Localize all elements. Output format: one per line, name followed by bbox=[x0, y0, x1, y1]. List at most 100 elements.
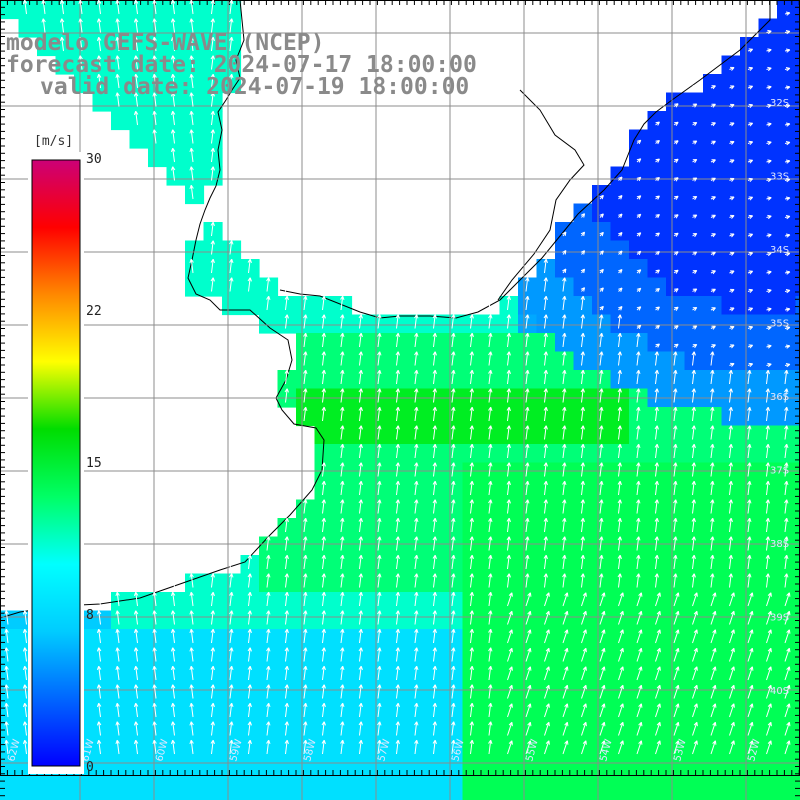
speed-cell bbox=[592, 499, 612, 519]
wind-arrow bbox=[784, 647, 791, 662]
speed-cell bbox=[129, 777, 149, 797]
wind-arrow bbox=[469, 369, 474, 385]
wind-arrow bbox=[655, 251, 660, 256]
wind-arrow bbox=[543, 554, 548, 570]
wind-arrow bbox=[784, 67, 791, 72]
wind-arrow bbox=[617, 332, 622, 348]
wind-arrow bbox=[395, 665, 400, 681]
speed-cell bbox=[444, 314, 464, 334]
speed-cell bbox=[333, 425, 353, 445]
speed-cell bbox=[684, 129, 704, 149]
speed-cell bbox=[481, 795, 501, 800]
wind-arrow bbox=[189, 665, 194, 681]
wind-arrow bbox=[414, 536, 419, 551]
speed-cell bbox=[388, 592, 408, 612]
wind-arrow bbox=[525, 277, 530, 292]
speed-cell bbox=[203, 629, 223, 649]
wind-arrow bbox=[562, 480, 567, 496]
speed-cell bbox=[555, 407, 575, 427]
wind-arrow bbox=[673, 288, 679, 293]
wind-arrow bbox=[96, 702, 102, 718]
wind-arrow bbox=[321, 480, 326, 496]
wind-arrow bbox=[321, 406, 326, 422]
speed-cell bbox=[185, 777, 205, 797]
wind-arrow bbox=[170, 647, 176, 662]
wind-arrow bbox=[488, 295, 493, 311]
wind-arrow bbox=[247, 739, 252, 755]
wind-arrow bbox=[692, 251, 698, 256]
wind-arrow bbox=[543, 369, 548, 385]
speed-cell bbox=[481, 610, 501, 630]
wind-arrow bbox=[507, 666, 513, 681]
wind-arrow bbox=[692, 214, 698, 219]
wind-arrow bbox=[636, 306, 642, 311]
speed-cell bbox=[462, 536, 482, 556]
speed-cell bbox=[777, 481, 797, 501]
wind-arrow bbox=[451, 610, 456, 625]
speed-cell bbox=[629, 296, 649, 316]
wind-arrow bbox=[766, 251, 772, 257]
speed-cell bbox=[758, 407, 778, 427]
wind-arrow bbox=[395, 610, 400, 625]
wind-arrow bbox=[395, 388, 400, 403]
speed-cell bbox=[703, 314, 723, 334]
speed-cell bbox=[407, 444, 427, 464]
wind-arrow bbox=[133, 665, 139, 681]
speed-cell bbox=[333, 666, 353, 686]
wind-arrow bbox=[562, 740, 569, 755]
wind-arrow bbox=[766, 647, 772, 662]
speed-cell bbox=[74, 55, 94, 75]
wind-arrow bbox=[525, 684, 532, 699]
speed-cell bbox=[536, 425, 556, 445]
speed-cell bbox=[407, 758, 427, 778]
speed-cell bbox=[370, 740, 390, 760]
speed-cell bbox=[314, 314, 334, 334]
speed-cell bbox=[370, 370, 390, 390]
speed-cell bbox=[795, 555, 800, 575]
wind-arrow bbox=[543, 314, 548, 329]
wind-arrow bbox=[784, 610, 791, 625]
wind-arrow bbox=[655, 288, 660, 293]
wind-arrow bbox=[525, 536, 530, 551]
wind-arrow bbox=[303, 332, 308, 348]
speed-cell bbox=[684, 536, 704, 556]
speed-cell bbox=[333, 740, 353, 760]
speed-cell bbox=[259, 555, 279, 575]
speed-cell bbox=[703, 129, 723, 149]
speed-cell bbox=[684, 166, 704, 186]
speed-cell bbox=[795, 333, 800, 353]
speed-cell bbox=[462, 462, 482, 482]
speed-cell bbox=[758, 314, 778, 334]
speed-cell bbox=[166, 629, 186, 649]
speed-cell bbox=[684, 499, 704, 519]
wind-arrow bbox=[133, 591, 139, 607]
wind-arrow bbox=[488, 647, 493, 662]
wind-arrow bbox=[507, 592, 513, 607]
speed-cell bbox=[481, 333, 501, 353]
wind-arrow bbox=[377, 406, 382, 422]
wind-arrow bbox=[115, 73, 120, 89]
speed-cell bbox=[296, 647, 316, 667]
wind-arrow bbox=[673, 269, 679, 274]
wind-arrow bbox=[784, 215, 791, 220]
wind-arrow bbox=[710, 325, 716, 330]
wind-arrow bbox=[321, 628, 326, 644]
speed-cell bbox=[481, 518, 501, 538]
latitude-label: 38S bbox=[770, 539, 789, 550]
speed-cell bbox=[166, 55, 186, 75]
wind-arrow bbox=[710, 462, 715, 477]
wind-arrow bbox=[691, 443, 696, 459]
wind-arrow bbox=[710, 610, 717, 625]
speed-cell bbox=[166, 592, 186, 612]
wind-arrow bbox=[655, 592, 661, 607]
speed-cell bbox=[351, 777, 371, 797]
speed-cell bbox=[166, 758, 186, 778]
speed-cell bbox=[758, 444, 778, 464]
wind-arrow bbox=[395, 332, 400, 348]
speed-cell bbox=[203, 721, 223, 741]
wind-arrow bbox=[247, 702, 252, 718]
wind-arrow bbox=[710, 592, 717, 607]
wind-arrow bbox=[414, 332, 419, 348]
speed-cell bbox=[370, 518, 390, 538]
